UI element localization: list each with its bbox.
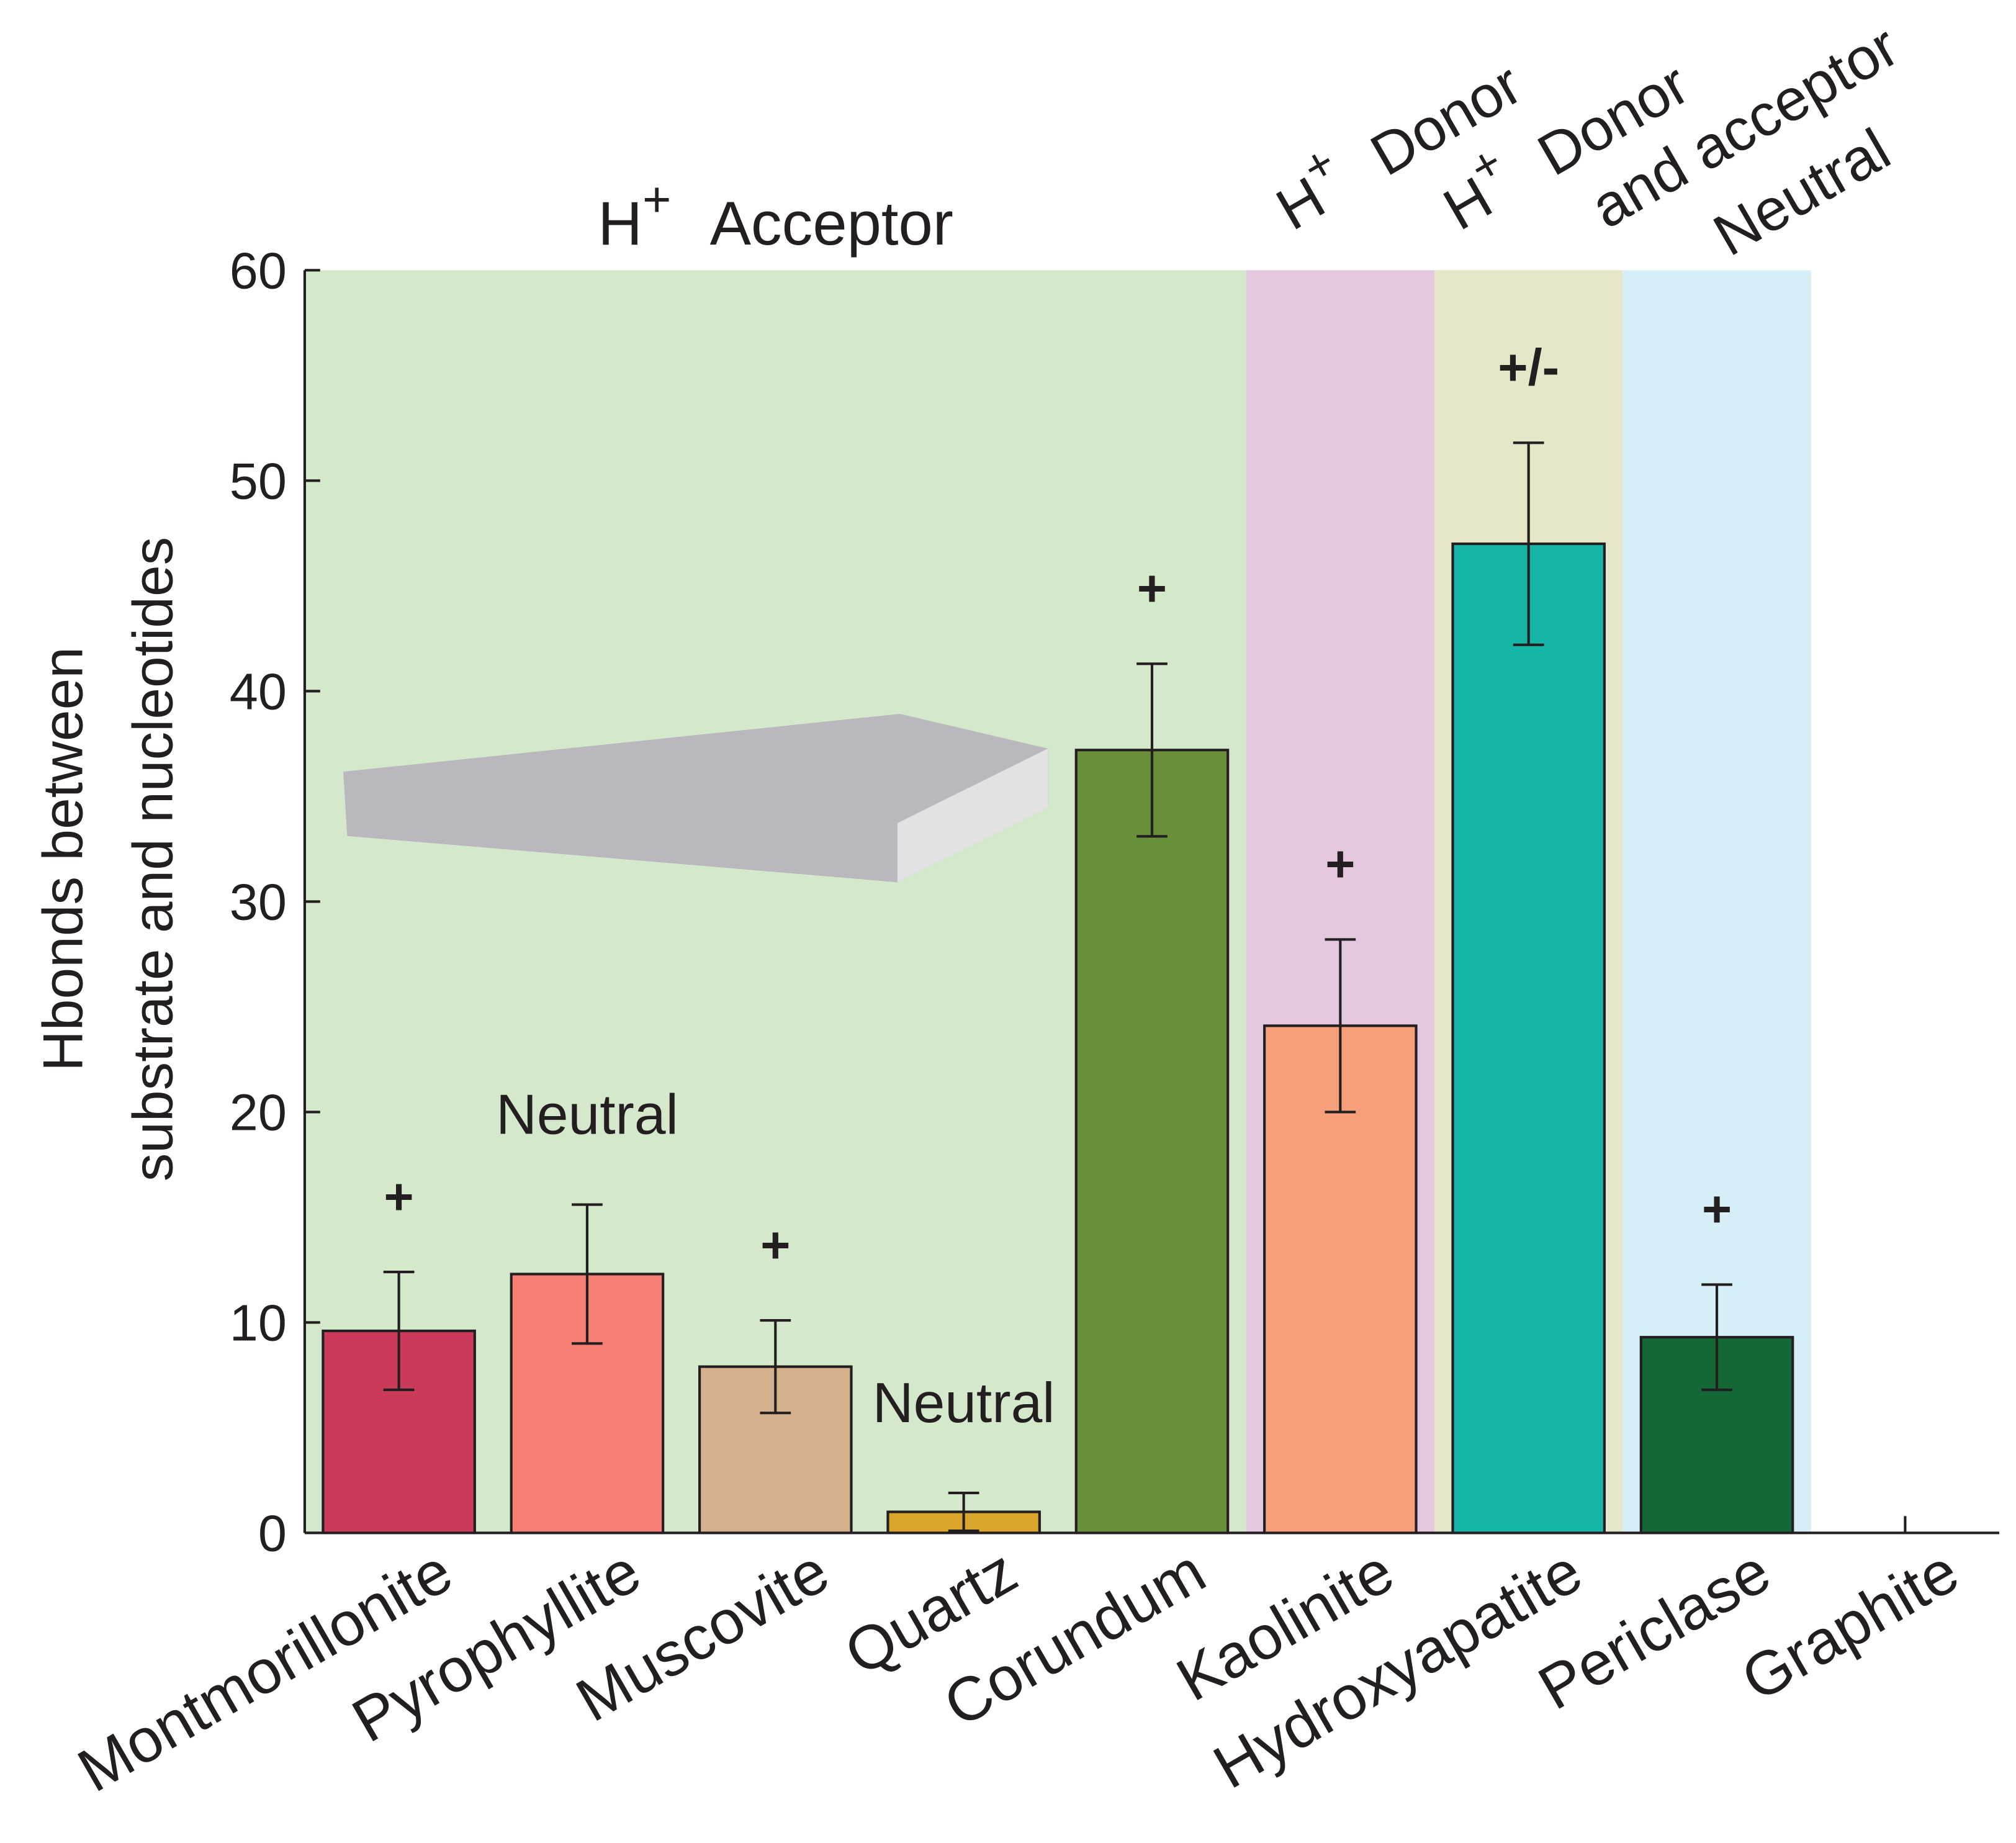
y-tick-label: 30 (230, 873, 287, 931)
bar-annotation: + (384, 1168, 413, 1225)
y-axis-label: substrate and nucleotides (122, 537, 185, 1182)
bar (1451, 542, 1606, 1534)
bar-annotation: +/- (1498, 338, 1559, 396)
region-label-text: Acceptor (710, 189, 953, 258)
region-label: H+ Acceptor (598, 171, 953, 258)
bar-annotation: Neutral (496, 1083, 678, 1147)
bar-annotation: + (1137, 559, 1167, 617)
y-axis-label: Hbonds between (32, 647, 95, 1071)
y-tick-label: 60 (230, 241, 287, 299)
region-label-line: H+ Acceptor (598, 171, 953, 258)
bar-annotation: + (760, 1216, 790, 1274)
substrate-slab-side (897, 748, 1048, 883)
substrate-slab (343, 713, 1048, 883)
bar-annotation: + (1325, 835, 1355, 893)
x-tick-label: Graphite (1730, 1536, 1970, 1715)
y-tick-label: 10 (230, 1294, 287, 1351)
bar (510, 1273, 665, 1534)
y-tick-label: 40 (230, 662, 287, 720)
region-label-base: H (598, 189, 642, 258)
region-label-sup: + (642, 171, 671, 227)
y-tick-label: 50 (230, 452, 287, 510)
y-tick-label: 20 (230, 1083, 287, 1141)
y-tick-label: 0 (258, 1504, 287, 1562)
bar (1074, 749, 1230, 1534)
region-label-text: Donor (1360, 51, 1532, 189)
bar-annotation: + (1702, 1180, 1732, 1238)
bar-annotation: Neutral (873, 1371, 1055, 1435)
